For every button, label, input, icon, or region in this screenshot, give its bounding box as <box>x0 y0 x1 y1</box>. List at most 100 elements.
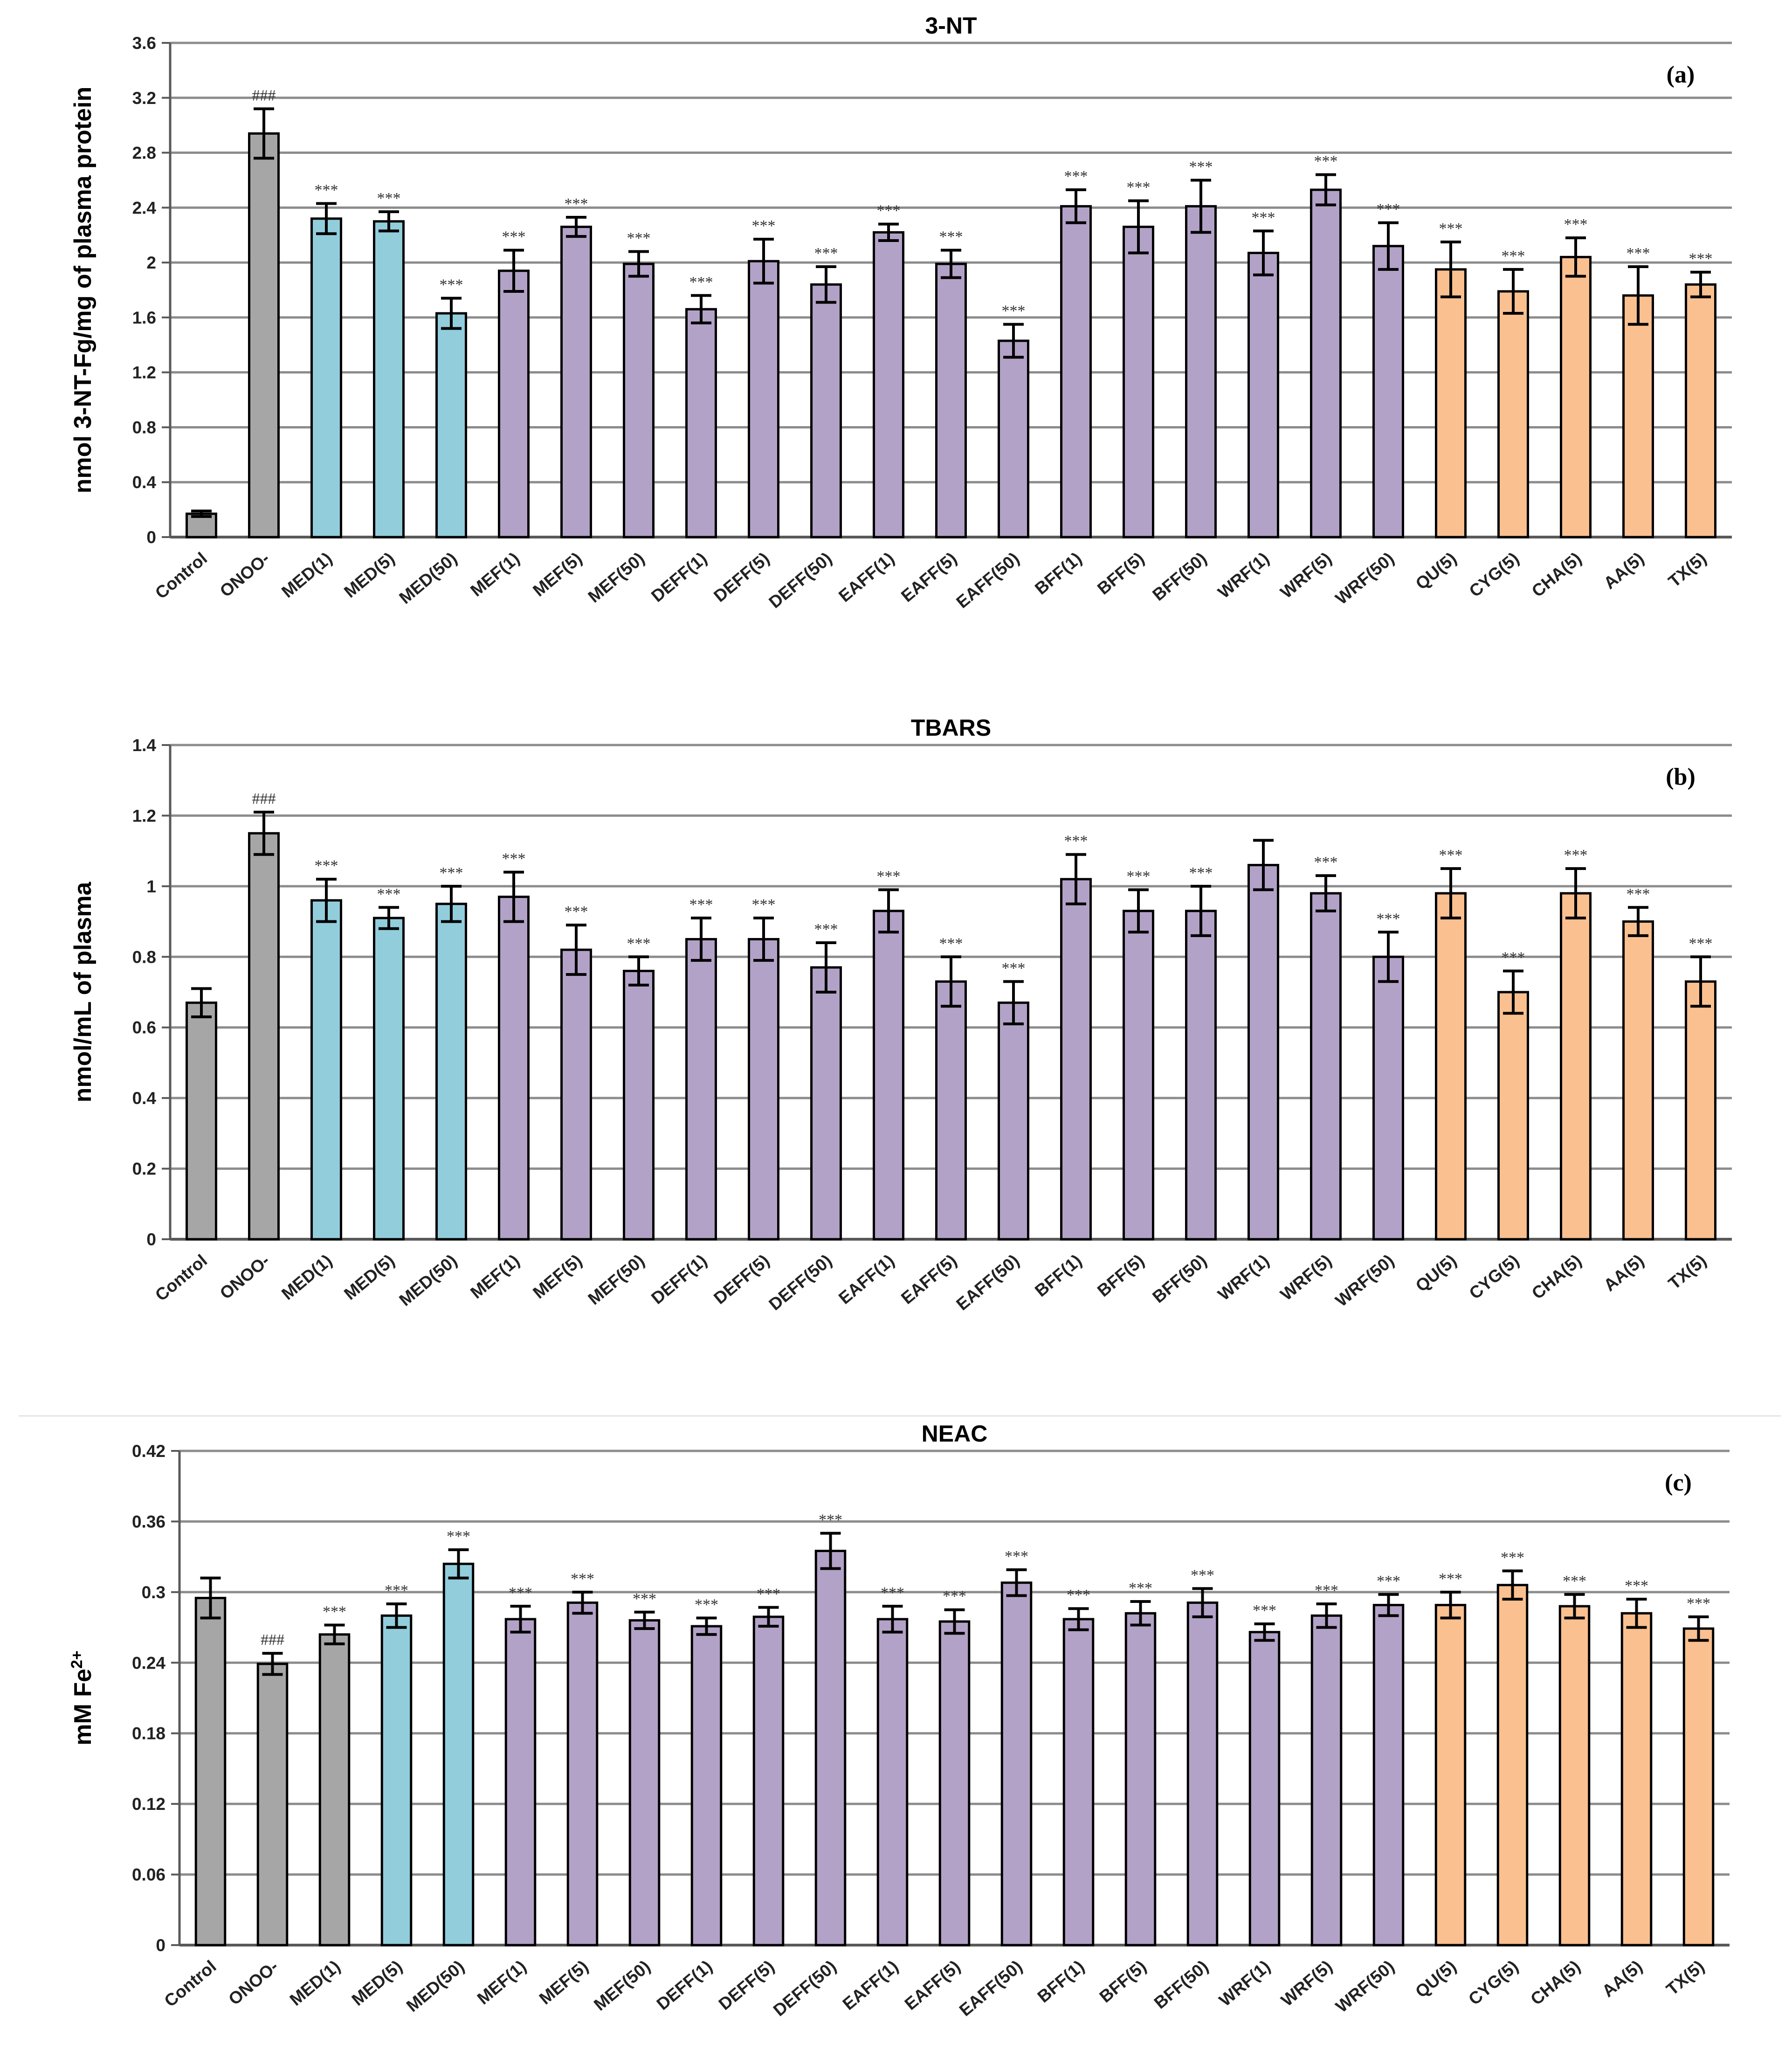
bar-wrf-50 <box>1372 1604 1405 1947</box>
y-tick-label: 0.4 <box>132 1089 157 1108</box>
x-tick-label: WRF(1) <box>1214 1251 1273 1305</box>
bar-mef-50 <box>628 1619 661 1947</box>
panel-label: (a) <box>1667 62 1695 88</box>
bar-mef-1 <box>504 1618 537 1947</box>
significance-label: *** <box>440 276 463 294</box>
error-bar-deff-5 <box>753 238 774 285</box>
y-tick-label: 3.6 <box>132 34 156 53</box>
bar-wrf-5 <box>1310 188 1342 538</box>
error-bar-tx-5 <box>1690 955 1711 1008</box>
significance-label: *** <box>633 1590 656 1608</box>
significance-label: *** <box>1127 868 1151 885</box>
error-bar-deff-50 <box>820 1532 841 1570</box>
bar-med-5 <box>373 917 405 1241</box>
y-tick-label: 2.4 <box>132 198 157 217</box>
error-bar-eaff-50 <box>1006 1568 1027 1597</box>
x-tick-label: DEFF(5) <box>710 549 773 606</box>
x-tick-label: CHA(5) <box>1528 549 1585 601</box>
significance-label: *** <box>1127 179 1151 196</box>
significance-label: *** <box>1377 201 1400 218</box>
bar-aa-5 <box>1620 1612 1653 1947</box>
y-tick-label: 0.06 <box>132 1865 165 1884</box>
x-tick-label: MED(5) <box>340 549 398 601</box>
y-tick-label: 0.3 <box>142 1583 165 1602</box>
bar-onoo <box>256 1663 289 1947</box>
bar-bff-5 <box>1123 226 1154 538</box>
bar-eaff-1 <box>876 1618 909 1947</box>
error-bar-deff-1 <box>691 917 711 962</box>
error-bar-control <box>200 1576 221 1620</box>
significance-label: *** <box>752 217 776 235</box>
significance-label: *** <box>447 1528 470 1545</box>
bar-qu-5 <box>1434 1604 1467 1947</box>
x-tick-label: CYG(5) <box>1466 549 1523 601</box>
bar-eaff-50 <box>1000 1581 1033 1947</box>
error-bar-eaff-5 <box>941 955 961 1008</box>
bar-tx-5 <box>1685 980 1716 1241</box>
error-bar-bff-5 <box>1128 888 1149 934</box>
panel-b-tbars: 0 0.2 0.4 0.6 0.8 1 1.2 1.4 TBARS (b) nmol/mL of p… <box>69 715 1732 1314</box>
y-tick-label: 0.36 <box>132 1512 165 1531</box>
x-tick-label: EAFF(1) <box>839 1957 902 2014</box>
significance-label: *** <box>1005 1548 1028 1565</box>
y-tick-label: 0 <box>156 1936 165 1955</box>
error-bar-mef-50 <box>628 250 649 278</box>
bar-mef-1 <box>498 269 530 538</box>
bar-deff-1 <box>690 1625 723 1947</box>
error-bar-cyg-5 <box>1502 1569 1523 1601</box>
bar-qu-5 <box>1435 892 1467 1241</box>
x-tick-label: ONOO- <box>225 1957 282 2009</box>
x-tick-label: BFF(5) <box>1094 1251 1148 1301</box>
significance-label: *** <box>1563 1573 1586 1590</box>
chart-title: NEAC <box>922 1421 988 1447</box>
bar-tx-5 <box>1685 283 1716 538</box>
x-tick-label: BFF(1) <box>1034 1957 1088 2007</box>
error-bar-wrf-5 <box>1316 173 1336 207</box>
significance-label: ### <box>261 1631 284 1649</box>
bar-cyg-5 <box>1497 991 1529 1241</box>
bar-control <box>194 1596 227 1947</box>
significance-label: *** <box>627 935 651 952</box>
significance-label: *** <box>1064 833 1088 850</box>
y-tick-label: 0.6 <box>132 1018 156 1037</box>
x-tick-label: EAFF(5) <box>901 1957 964 2014</box>
x-tick-label: MEF(50) <box>585 1251 648 1309</box>
bar-control <box>186 1001 217 1241</box>
y-tick-label: 0 <box>146 528 156 547</box>
bar-eaff-50 <box>998 1001 1029 1241</box>
bar-eaff-5 <box>935 980 967 1241</box>
error-bar-control <box>191 987 212 1018</box>
x-tick-label: BFF(1) <box>1031 549 1085 599</box>
y-tick-label: 1.4 <box>132 736 157 755</box>
significance-label: *** <box>877 868 901 885</box>
panel-c-neac: 0 0.06 0.12 0.18 0.24 0.3 0.36 0.42 NEAC (c) mM Fe… <box>68 1421 1730 2020</box>
error-bar-med-5 <box>386 1602 407 1629</box>
significance-label: *** <box>502 228 526 246</box>
y-tick-label: 0.24 <box>132 1653 165 1672</box>
error-bar-eaff-50 <box>1003 323 1024 359</box>
bar-med-50 <box>435 312 467 538</box>
error-bar-bff-1 <box>1066 188 1086 224</box>
error-bar-control <box>191 510 212 518</box>
x-tick-label: WRF(50) <box>1332 1251 1398 1311</box>
y-axis-label-superscript: 2+ <box>68 1650 86 1669</box>
x-tick-label: DEFF(5) <box>715 1957 778 2014</box>
x-tick-label: Control <box>152 1251 211 1305</box>
bar-med-1 <box>310 217 342 538</box>
error-bar-bff-1 <box>1068 1607 1089 1631</box>
x-tick-label: DEFF(5) <box>710 1251 773 1308</box>
error-bar-eaff-5 <box>944 1608 965 1635</box>
bar-med-1 <box>310 899 342 1241</box>
significance-label: *** <box>1191 1567 1214 1584</box>
bar-wrf-5 <box>1310 1614 1343 1947</box>
significance-label: *** <box>377 885 401 903</box>
significance-label: *** <box>1501 1549 1524 1566</box>
bar-wrf-5 <box>1310 892 1342 1241</box>
x-tick-label: EAFF(1) <box>835 1251 898 1308</box>
error-bar-deff-50 <box>816 265 836 304</box>
y-tick-label: 1.6 <box>132 308 156 327</box>
error-bar-mef-1 <box>503 870 524 923</box>
x-tick-label: MEF(5) <box>536 1957 592 2009</box>
bar-mef-1 <box>498 896 530 1241</box>
x-tick-label: BFF(5) <box>1096 1957 1150 2007</box>
